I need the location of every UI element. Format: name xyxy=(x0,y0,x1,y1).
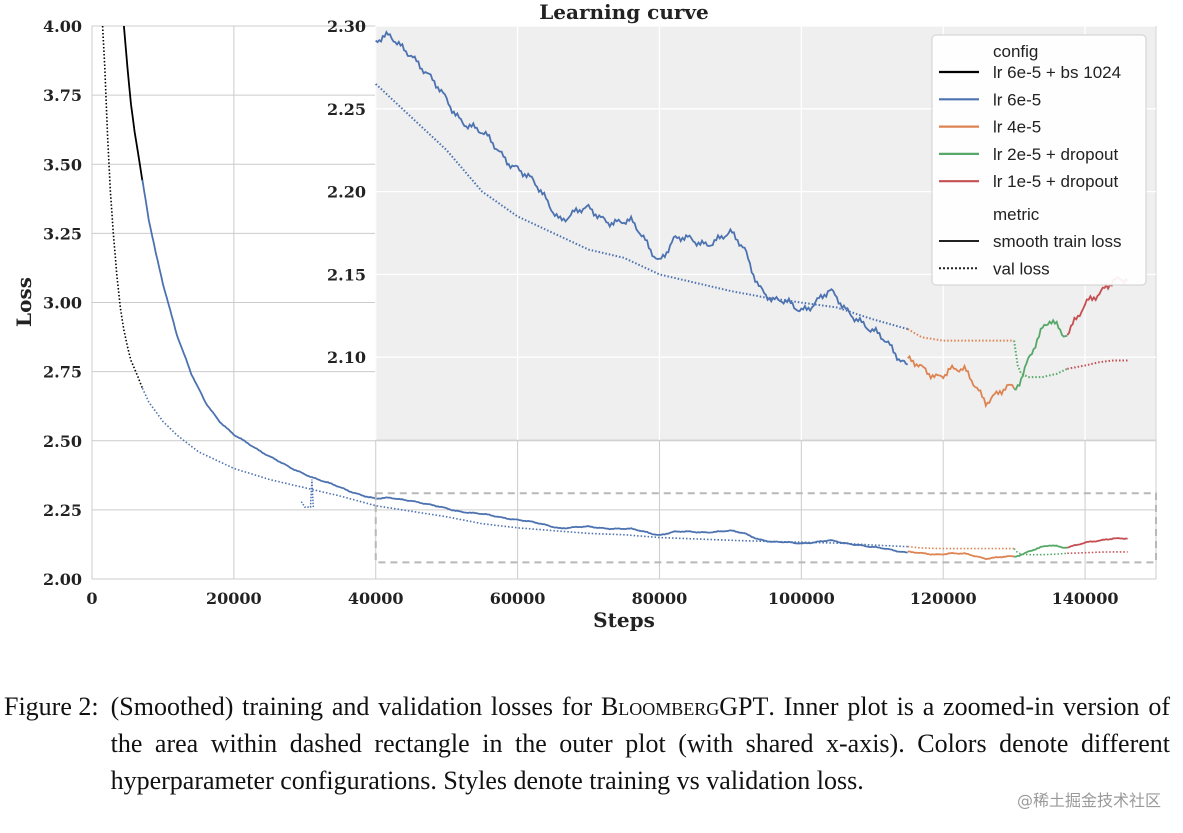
x-tick-label: 20000 xyxy=(206,589,262,608)
val-loss-spike xyxy=(300,479,315,508)
legend-config-label: lr 2e-5 + dropout xyxy=(993,145,1118,164)
inset-y-tick-label: 2.30 xyxy=(327,17,366,36)
y-tick-labels: 2.00 2.25 2.50 2.75 3.00 3.25 3.50 3.75 4.00 xyxy=(43,17,82,589)
outer-series-val-line xyxy=(1013,548,1068,556)
y-tick-label: 3.75 xyxy=(43,86,82,105)
legend-config-label: lr 4e-5 xyxy=(993,118,1041,137)
zoom-region-rect xyxy=(374,492,1157,564)
y-tick-label: 2.75 xyxy=(43,363,82,382)
outer-series-train-line xyxy=(123,25,144,182)
inset-y-tick-label: 2.20 xyxy=(327,183,366,202)
legend-config-entries: lr 6e-5 + bs 1024 lr 6e-5 lr 4e-5 lr 2e-5 +… xyxy=(939,63,1121,191)
x-tick-label: 40000 xyxy=(348,589,404,608)
y-tick-label: 2.00 xyxy=(43,570,82,589)
chart-title: Learning curve xyxy=(539,0,709,24)
legend-metric-label: smooth train loss xyxy=(993,232,1122,251)
inset-y-tick-label: 2.25 xyxy=(327,100,366,119)
learning-curve-chart: 0 20000 40000 60000 80000 100000 120000 140000 … xyxy=(12,0,1157,632)
caption-text-after: . Inner plot is a zoomed-in version of t… xyxy=(110,692,1170,795)
inset-y-tick-label: 2.15 xyxy=(327,265,366,284)
y-tick-label: 3.00 xyxy=(43,294,82,313)
inset-y-tick-labels: 2.10 2.15 2.20 2.25 2.30 xyxy=(327,17,366,367)
outer-series-val-line xyxy=(141,387,908,548)
x-tick-labels: 0 20000 40000 60000 80000 100000 120000 140000 xyxy=(86,589,1118,608)
inset-series-val-line xyxy=(1013,340,1068,379)
inset-y-tick-label: 2.10 xyxy=(327,348,366,367)
legend-box xyxy=(931,34,1147,286)
inset-series-train-line xyxy=(907,354,1015,409)
outer-series-train-line xyxy=(141,179,908,554)
legend-config-label: lr 6e-5 xyxy=(993,90,1041,109)
legend-metric-title: metric xyxy=(993,205,1040,224)
caption-label: Figure 2: xyxy=(4,692,99,721)
caption-model-name: BloombergGPT xyxy=(600,692,769,721)
outer-series-val-line xyxy=(101,25,144,389)
outer-series-val-line xyxy=(907,545,1015,550)
legend-config-label: lr 1e-5 + dropout xyxy=(993,172,1118,191)
legend-metric-entries: smooth train loss val loss xyxy=(939,232,1122,278)
x-tick-label: 80000 xyxy=(632,589,688,608)
legend-metric-label: val loss xyxy=(993,259,1050,278)
x-tick-label: 120000 xyxy=(910,589,977,608)
caption-text-before: (Smoothed) training and validation losse… xyxy=(110,692,601,721)
figure-caption: Figure 2: (Smoothed) training and valida… xyxy=(4,688,1170,799)
outer-series xyxy=(101,25,1128,561)
y-tick-label: 3.50 xyxy=(43,155,82,174)
y-tick-label: 3.25 xyxy=(43,224,82,243)
x-tick-label: 0 xyxy=(86,589,97,608)
y-tick-label: 2.50 xyxy=(43,432,82,451)
inset-series-train-line xyxy=(375,30,908,366)
outer-series-train-line xyxy=(907,550,1015,561)
legend-config-title: config xyxy=(993,42,1038,61)
x-tick-label: 140000 xyxy=(1052,589,1119,608)
watermark: @稀土掘金技术社区 xyxy=(1016,791,1161,810)
x-tick-label: 60000 xyxy=(490,589,546,608)
y-axis-label: Loss xyxy=(12,277,36,327)
outer-series-val-line xyxy=(1067,551,1128,555)
inset-series-train-line xyxy=(1014,318,1068,391)
inset-series-val-line xyxy=(907,328,1015,342)
x-axis-label: Steps xyxy=(593,608,655,632)
outer-series-train-line xyxy=(1067,537,1128,549)
caption-text: (Smoothed) training and validation losse… xyxy=(111,688,1170,799)
y-tick-label: 4.00 xyxy=(43,17,82,36)
x-tick-label: 100000 xyxy=(768,589,835,608)
inset-series-val-line xyxy=(375,83,908,330)
y-tick-label: 2.25 xyxy=(43,501,82,520)
legend-config-label: lr 6e-5 + bs 1024 xyxy=(993,63,1121,82)
